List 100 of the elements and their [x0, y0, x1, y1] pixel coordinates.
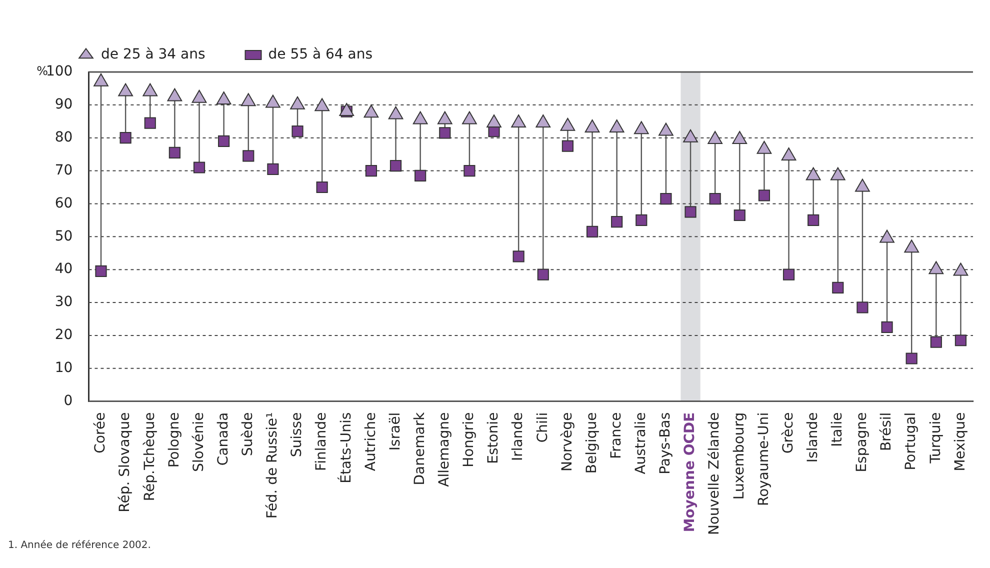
point: [95, 265, 107, 278]
x-tick-label: Irlande: [510, 412, 526, 462]
point: [855, 178, 870, 192]
legend-label: de 25 à 34 ans: [101, 46, 206, 63]
point: [808, 214, 820, 226]
x-tick-label: Grèce: [780, 412, 796, 454]
point: [734, 209, 746, 222]
x-tick-label: Brésil: [878, 412, 895, 452]
point: [242, 150, 254, 162]
point: [364, 104, 379, 118]
x-tick-label: France: [608, 412, 624, 459]
point: [388, 106, 404, 120]
x-tick-label: Rép.Tchèque: [142, 412, 158, 502]
x-tick-label: Belgique: [584, 412, 600, 474]
y-tick-label: 10: [54, 360, 73, 376]
point: [709, 192, 721, 205]
x-tick-label: Mexique: [952, 412, 968, 472]
point: [732, 131, 748, 144]
point: [537, 268, 549, 280]
point: [486, 114, 502, 128]
x-tick-label: Danemark: [412, 411, 428, 486]
x-tick-label: Pays-Bas: [658, 412, 674, 474]
x-tick-label: Rép. Slovaque: [117, 412, 134, 512]
x-tick-label: Féd. de Russie¹: [264, 412, 281, 519]
x-tick-label: Suède: [240, 412, 256, 456]
point: [292, 125, 304, 138]
x-tick-label: Italie: [830, 412, 846, 447]
point: [536, 114, 551, 128]
point: [658, 122, 674, 136]
x-tick-label: États-Unis: [337, 412, 354, 484]
point: [586, 226, 598, 238]
point: [94, 73, 108, 86]
x-tick-label: Moyenne OCDE: [682, 412, 698, 532]
point: [464, 164, 476, 177]
point: [216, 91, 232, 104]
point: [806, 167, 821, 180]
x-tick-label: Turquie: [928, 412, 944, 464]
point: [856, 302, 868, 314]
x-tick-label: Hongrie: [461, 412, 478, 468]
point: [218, 135, 230, 147]
x-tick-label: Suisse: [289, 412, 306, 458]
point: [290, 96, 305, 110]
point: [240, 93, 256, 106]
point: [830, 167, 846, 180]
point: [562, 140, 574, 152]
point: [462, 111, 477, 124]
point: [390, 160, 402, 172]
point: [512, 250, 524, 262]
point: [684, 206, 696, 218]
point: [511, 114, 526, 128]
x-tick-label: Estonie: [486, 412, 502, 464]
point: [168, 146, 180, 158]
x-tick-label: Norvège: [559, 412, 576, 472]
point: [832, 282, 844, 294]
point: [781, 147, 796, 160]
point: [660, 192, 672, 205]
x-tick-label: Finlande: [314, 412, 330, 471]
x-tick-label: Corée: [92, 412, 109, 454]
y-tick-label: 80: [54, 130, 73, 146]
x-tick-label: Espagne: [854, 412, 870, 472]
point: [609, 119, 624, 132]
point: [266, 94, 280, 108]
x-tick-label: Pologne: [166, 412, 182, 468]
x-tick-label: Australie: [633, 412, 650, 474]
y-tick-label: 50: [54, 228, 73, 244]
point: [144, 117, 156, 129]
point: [316, 181, 328, 194]
point: [314, 98, 330, 112]
point: [683, 129, 698, 142]
point: [611, 216, 623, 228]
point: [118, 83, 133, 96]
point: [584, 119, 600, 132]
point: [437, 111, 452, 124]
y-tick-label: 20: [54, 327, 73, 344]
point: [634, 121, 649, 134]
y-tick-label: 70: [54, 162, 73, 178]
point: [439, 127, 451, 139]
x-tick-label: Canada: [215, 412, 232, 466]
x-tick-label: Nouvelle Zélande: [706, 412, 723, 536]
x-tick-label: Luxembourg: [731, 412, 748, 500]
point: [708, 131, 723, 144]
x-tick-label: Autriche: [362, 412, 379, 472]
y-tick-label: 0: [64, 392, 73, 409]
point: [267, 163, 279, 175]
point: [560, 118, 576, 131]
point: [636, 214, 648, 226]
point: [365, 164, 378, 177]
point: [192, 90, 207, 103]
point: [142, 83, 158, 96]
x-tick-label: Chili: [534, 412, 551, 443]
text: 1. Année de référence 2002.: [8, 540, 152, 551]
y-tick-label: 40: [54, 261, 73, 278]
point: [758, 190, 770, 202]
x-tick-label: Portugal: [903, 412, 920, 470]
x-tick-label: Royaume-Uni: [756, 412, 772, 506]
point: [412, 111, 428, 124]
x-tick-label: Allemagne: [436, 412, 453, 487]
y-tick-label: 90: [54, 96, 73, 113]
point: [339, 103, 354, 116]
point: [756, 140, 772, 154]
